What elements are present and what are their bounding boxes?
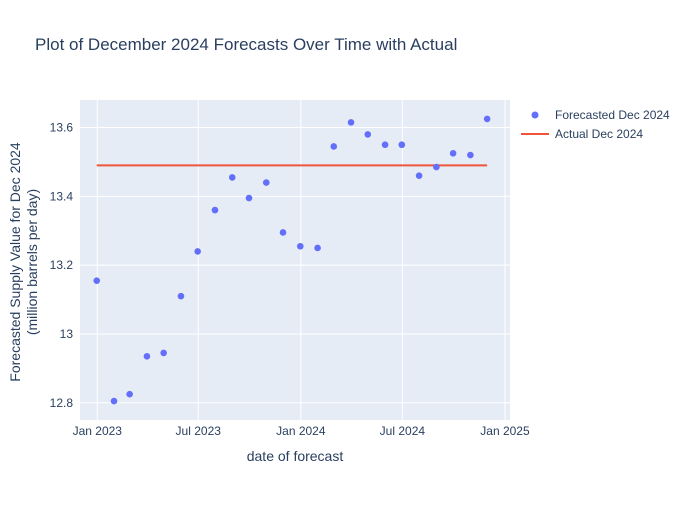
grid-lines xyxy=(80,100,510,420)
y-axis-label: Forecasted Supply Value for Dec 2024 xyxy=(7,142,23,382)
y-tick-labels: 12.8 13 13.2 13.4 13.6 xyxy=(50,121,74,410)
data-point-forecast[interactable] xyxy=(160,349,167,357)
legend-item-actual[interactable]: Actual Dec 2024 xyxy=(521,127,643,141)
chart-title: Plot of December 2024 Forecasts Over Tim… xyxy=(35,35,457,54)
data-point-forecast[interactable] xyxy=(314,244,321,252)
data-point-forecast[interactable] xyxy=(415,172,423,179)
x-axis-label: date of forecast xyxy=(247,448,344,464)
legend-marker-forecast xyxy=(531,111,539,119)
x-tick-label: Jan 2023 xyxy=(73,424,123,438)
data-point-forecast[interactable] xyxy=(228,174,236,181)
y-tick-label: 13.2 xyxy=(50,258,74,272)
legend-label-forecast: Forecasted Dec 2024 xyxy=(555,108,670,122)
data-point-forecast[interactable] xyxy=(347,119,355,126)
data-point-forecast[interactable] xyxy=(364,131,372,138)
data-point-forecast[interactable] xyxy=(143,353,151,360)
data-point-forecast[interactable] xyxy=(449,150,457,157)
data-point-forecast[interactable] xyxy=(110,397,118,405)
legend-item-forecast[interactable]: Forecasted Dec 2024 xyxy=(531,108,671,122)
data-point-forecast[interactable] xyxy=(211,206,219,214)
data-point-forecast[interactable] xyxy=(93,277,101,284)
data-point-forecast[interactable] xyxy=(245,194,253,202)
x-tick-labels: Jan 2023 Jul 2023 Jan 2024 Jul 2024 Jan 2025 xyxy=(73,424,530,438)
data-point-forecast[interactable] xyxy=(433,163,440,171)
data-point-forecast[interactable] xyxy=(194,248,201,255)
data-point-forecast[interactable] xyxy=(126,390,133,398)
data-point-forecast[interactable] xyxy=(398,141,406,149)
data-point-forecast[interactable] xyxy=(262,179,270,186)
data-point-forecast[interactable] xyxy=(330,143,338,150)
data-point-forecast[interactable] xyxy=(177,292,185,300)
data-point-forecast[interactable] xyxy=(467,151,474,159)
data-point-forecast[interactable] xyxy=(279,229,287,236)
x-tick-label: Jan 2025 xyxy=(480,424,530,438)
y-axis-label-line2: (million barrels per day) xyxy=(24,189,40,335)
plot-area xyxy=(80,100,510,420)
y-tick-label: 13.4 xyxy=(50,189,74,203)
series-points xyxy=(93,115,491,405)
data-point-forecast[interactable] xyxy=(483,115,491,123)
y-tick-label: 12.8 xyxy=(50,396,74,410)
y-tick-label: 13 xyxy=(60,327,74,341)
data-point-forecast[interactable] xyxy=(381,141,389,149)
data-point-forecast[interactable] xyxy=(297,242,304,250)
x-tick-label: Jul 2024 xyxy=(380,424,426,438)
x-tick-label: Jul 2023 xyxy=(176,424,222,438)
legend-label-actual: Actual Dec 2024 xyxy=(555,127,643,141)
legend[interactable]: Forecasted Dec 2024 Actual Dec 2024 xyxy=(521,108,670,141)
x-tick-label: Jan 2024 xyxy=(276,424,326,438)
y-tick-label: 13.6 xyxy=(50,121,74,135)
